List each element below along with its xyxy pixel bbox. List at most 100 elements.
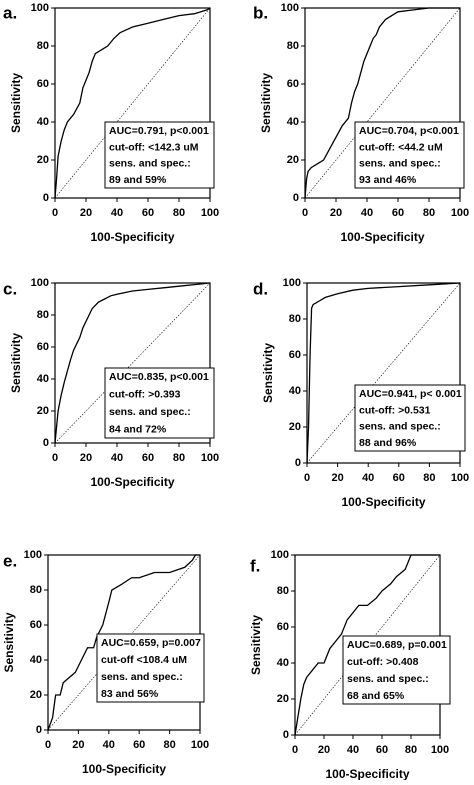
y-tick-label: 80	[289, 313, 301, 325]
x-tick-label: 0	[292, 744, 298, 756]
annotation-text: 83 and 56%	[101, 688, 159, 700]
reference-diagonal	[294, 554, 441, 736]
plot-frame	[306, 282, 461, 464]
y-tick-label: 40	[289, 385, 301, 397]
y-axis-label: Sensitivity	[259, 73, 273, 133]
annotation-text: AUC=0.704, p<0.001	[359, 125, 459, 137]
x-tick-label: 60	[376, 744, 388, 756]
x-axis-label: 100-Specificity	[90, 475, 174, 489]
y-tick-label: 0	[36, 724, 42, 736]
y-tick-label: 20	[30, 689, 42, 701]
y-tick-label: 40	[277, 657, 289, 669]
annotation-text: cut-off <108.4 uM	[101, 654, 187, 666]
y-axis-label: Sensitivity	[9, 73, 23, 133]
y-axis-label: Sensitivity	[2, 612, 16, 672]
roc-panel: 0 20 40 60 80 100 0 20 40 60 80 100 100-Specificity S…	[3, 277, 219, 489]
plot-frame	[304, 7, 461, 199]
x-tick-label: 100	[201, 207, 219, 219]
x-axis-label: 100-Specificity	[325, 767, 409, 780]
annotation-box	[96, 633, 205, 703]
reference-diagonal	[304, 7, 461, 199]
y-tick-label: 0	[43, 437, 49, 449]
y-tick-label: 80	[30, 584, 42, 596]
annotation-box	[104, 121, 215, 189]
panel-label: e.	[3, 551, 17, 570]
x-tick-label: 40	[361, 207, 373, 219]
annotation-text: cut-off: <44.2 uM	[359, 141, 443, 153]
annotation-text: sens. and spec.:	[347, 673, 429, 685]
reference-diagonal	[54, 282, 211, 444]
annotation-text: AUC=0.791, p<0.001	[109, 125, 209, 137]
x-tick-label: 40	[111, 207, 123, 219]
y-tick-label: 100	[31, 2, 49, 14]
annotation-text: sens. and spec.:	[359, 421, 441, 433]
annotation-text: 84 and 72%	[109, 424, 167, 436]
y-tick-label: 40	[37, 116, 49, 128]
y-tick-label: 20	[289, 421, 301, 433]
x-tick-label: 60	[142, 207, 154, 219]
y-tick-label: 80	[287, 40, 299, 52]
x-tick-label: 60	[142, 452, 154, 464]
x-tick-label: 20	[80, 207, 92, 219]
panel-label: a.	[3, 3, 17, 22]
plot-frame	[54, 282, 211, 444]
annotation-text: AUC=0.941, p< 0.001	[359, 388, 462, 400]
y-tick-label: 60	[30, 619, 42, 631]
x-tick-label: 100	[451, 472, 469, 484]
y-tick-label: 100	[283, 277, 301, 289]
x-tick-label: 40	[347, 744, 359, 756]
y-tick-label: 60	[287, 78, 299, 90]
x-tick-label: 100	[431, 744, 449, 756]
x-tick-label: 0	[52, 452, 58, 464]
annotation-text: cut-off: >0.393	[109, 388, 181, 400]
y-tick-label: 40	[287, 116, 299, 128]
x-tick-label: 80	[173, 207, 185, 219]
x-tick-label: 0	[45, 739, 51, 751]
annotation-text: sens. and spec.:	[359, 158, 441, 170]
annotation-text: cut-off: >0.408	[347, 656, 419, 668]
y-tick-label: 100	[281, 2, 299, 14]
annotation-text: AUC=0.659, p=0.007	[101, 637, 201, 649]
annotation-text: sens. and spec.:	[109, 158, 191, 170]
annotation-text: sens. and spec.:	[101, 671, 183, 683]
x-tick-label: 40	[362, 472, 374, 484]
roc-curve	[304, 7, 460, 199]
plot-frame	[54, 7, 211, 199]
x-tick-label: 100	[201, 452, 219, 464]
annotation-text: cut-off: >0.531	[359, 404, 431, 416]
y-tick-label: 20	[37, 154, 49, 166]
y-tick-label: 100	[24, 549, 42, 561]
annotation-text: cut-off: <142.3 uM	[109, 141, 199, 153]
x-axis-label: 100-Specificity	[90, 230, 174, 244]
annotation-box	[354, 384, 466, 452]
y-tick-label: 40	[37, 373, 49, 385]
y-tick-label: 20	[287, 154, 299, 166]
roc-curve	[54, 282, 211, 444]
roc-curve	[54, 7, 211, 199]
x-tick-label: 80	[173, 452, 185, 464]
x-tick-label: 80	[163, 739, 175, 751]
y-tick-label: 100	[271, 549, 289, 561]
roc-curve	[306, 282, 461, 464]
y-tick-label: 60	[277, 621, 289, 633]
x-tick-label: 0	[302, 207, 308, 219]
annotation-text: 88 and 96%	[359, 437, 417, 449]
y-tick-label: 20	[37, 405, 49, 417]
y-axis-label: Sensitivity	[249, 615, 263, 675]
panel-label: d.	[253, 279, 268, 298]
panel-label: c.	[3, 279, 17, 298]
x-tick-label: 100	[451, 207, 469, 219]
annotation-box	[354, 121, 465, 189]
y-tick-label: 0	[295, 457, 301, 469]
x-axis-label: 100-Specificity	[341, 495, 425, 509]
x-tick-label: 60	[393, 472, 405, 484]
x-tick-label: 0	[52, 207, 58, 219]
panel-label: b.	[253, 3, 268, 22]
x-axis-label: 100-Specificity	[82, 762, 166, 776]
roc-panel: 0 20 40 60 80 100 0 20 40 60 80 100 100-Specificity S…	[2, 549, 209, 776]
annotation-text: 89 and 59%	[109, 174, 167, 186]
y-axis-label: Sensitivity	[9, 333, 23, 393]
panel-label: f.	[250, 556, 260, 575]
y-tick-label: 40	[30, 654, 42, 666]
